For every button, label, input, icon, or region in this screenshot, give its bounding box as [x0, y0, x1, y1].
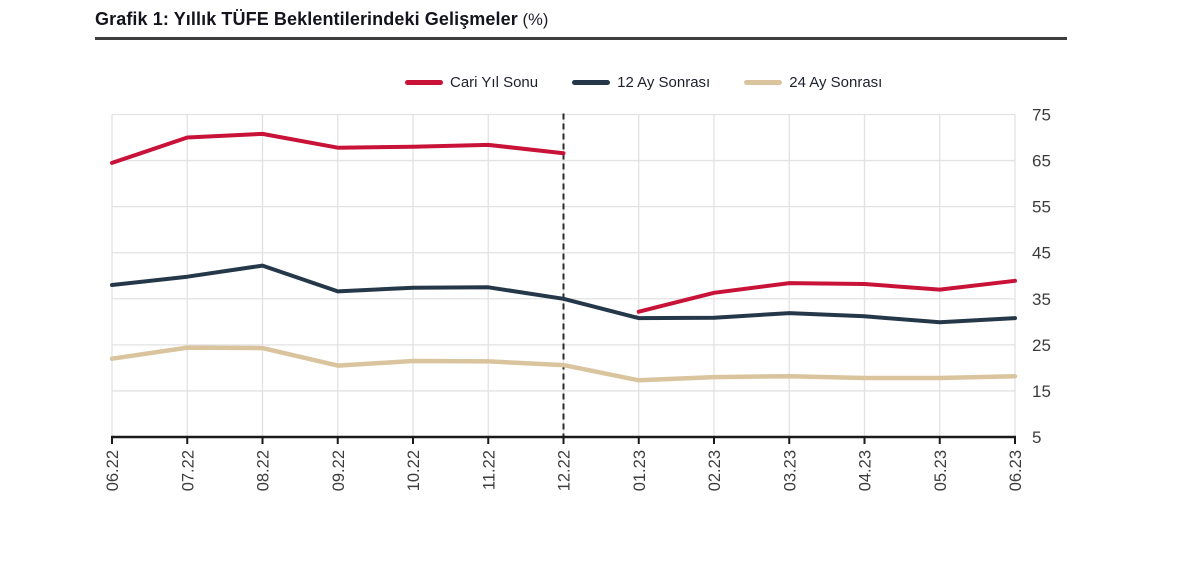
y-tick-label-5: 5: [1032, 428, 1041, 447]
series-line-2: [109, 345, 1018, 383]
legend-item-cari-yil-sonu: Cari Yıl Sonu: [405, 74, 538, 91]
y-tick-label-65: 65: [1032, 152, 1051, 171]
x-tick-label-07.22: 07.22: [179, 450, 197, 491]
x-tick-label-10.22: 10.22: [405, 450, 423, 491]
series-line-0: [110, 131, 566, 165]
y-tick-label-75: 75: [1032, 106, 1051, 125]
y-tick-label-25: 25: [1032, 336, 1051, 355]
x-tick-label-04.23: 04.23: [857, 450, 875, 491]
y-tick-label-35: 35: [1032, 290, 1051, 309]
axis-tick-labels: 75 65 55 45 35 25 15 5 06.22 07.22 08.22 09.22 10.22…: [104, 106, 1051, 492]
x-tick-label-02.23: 02.23: [706, 450, 724, 491]
y-tick-label-55: 55: [1032, 198, 1051, 217]
x-tick-label-08.22: 08.22: [255, 450, 273, 491]
x-tick-label-12.22: 12.22: [556, 450, 574, 491]
chart-legend: Cari Yıl Sonu 12 Ay Sonrası 24 Ay Sonras…: [405, 74, 882, 91]
legend-swatch-24-ay-sonrasi: [744, 80, 783, 85]
chart-title-unit: (%): [517, 11, 549, 29]
legend-label-24-ay-sonrasi: 24 Ay Sonrası: [789, 74, 883, 91]
x-tick-label-09.22: 09.22: [330, 450, 348, 491]
series-line-0: [636, 278, 1017, 314]
legend-swatch-cari-yil-sonu: [405, 80, 443, 85]
x-axis: [111, 435, 1016, 444]
chart-title: Grafik 1: Yıllık TÜFE Beklentilerindeki …: [95, 9, 549, 30]
x-tick-label-06.23: 06.23: [1007, 450, 1025, 491]
x-tick-label-01.23: 01.23: [631, 450, 649, 491]
legend-swatch-12-ay-sonrasi: [572, 80, 611, 85]
chart-title-main: Grafik 1: Yıllık TÜFE Beklentilerindeki …: [95, 9, 518, 29]
x-tick-label-06.22: 06.22: [104, 450, 122, 491]
y-tick-label-45: 45: [1032, 244, 1051, 263]
data-series-lines: [109, 131, 1018, 383]
legend-label-12-ay-sonrasi: 12 Ay Sonrası: [617, 74, 711, 91]
x-tick-label-05.23: 05.23: [932, 450, 950, 491]
series-line-1: [110, 263, 1017, 325]
x-tick-label-11.22: 11.22: [480, 450, 498, 490]
legend-item-12-ay-sonrasi: 12 Ay Sonrası: [572, 74, 710, 91]
title-underline: [95, 37, 1067, 40]
y-tick-label-15: 15: [1032, 382, 1051, 401]
legend-item-24-ay-sonrasi: 24 Ay Sonrası: [744, 74, 882, 91]
x-tick-label-03.23: 03.23: [781, 450, 799, 491]
legend-label-cari-yil-sonu: Cari Yıl Sonu: [450, 74, 539, 91]
